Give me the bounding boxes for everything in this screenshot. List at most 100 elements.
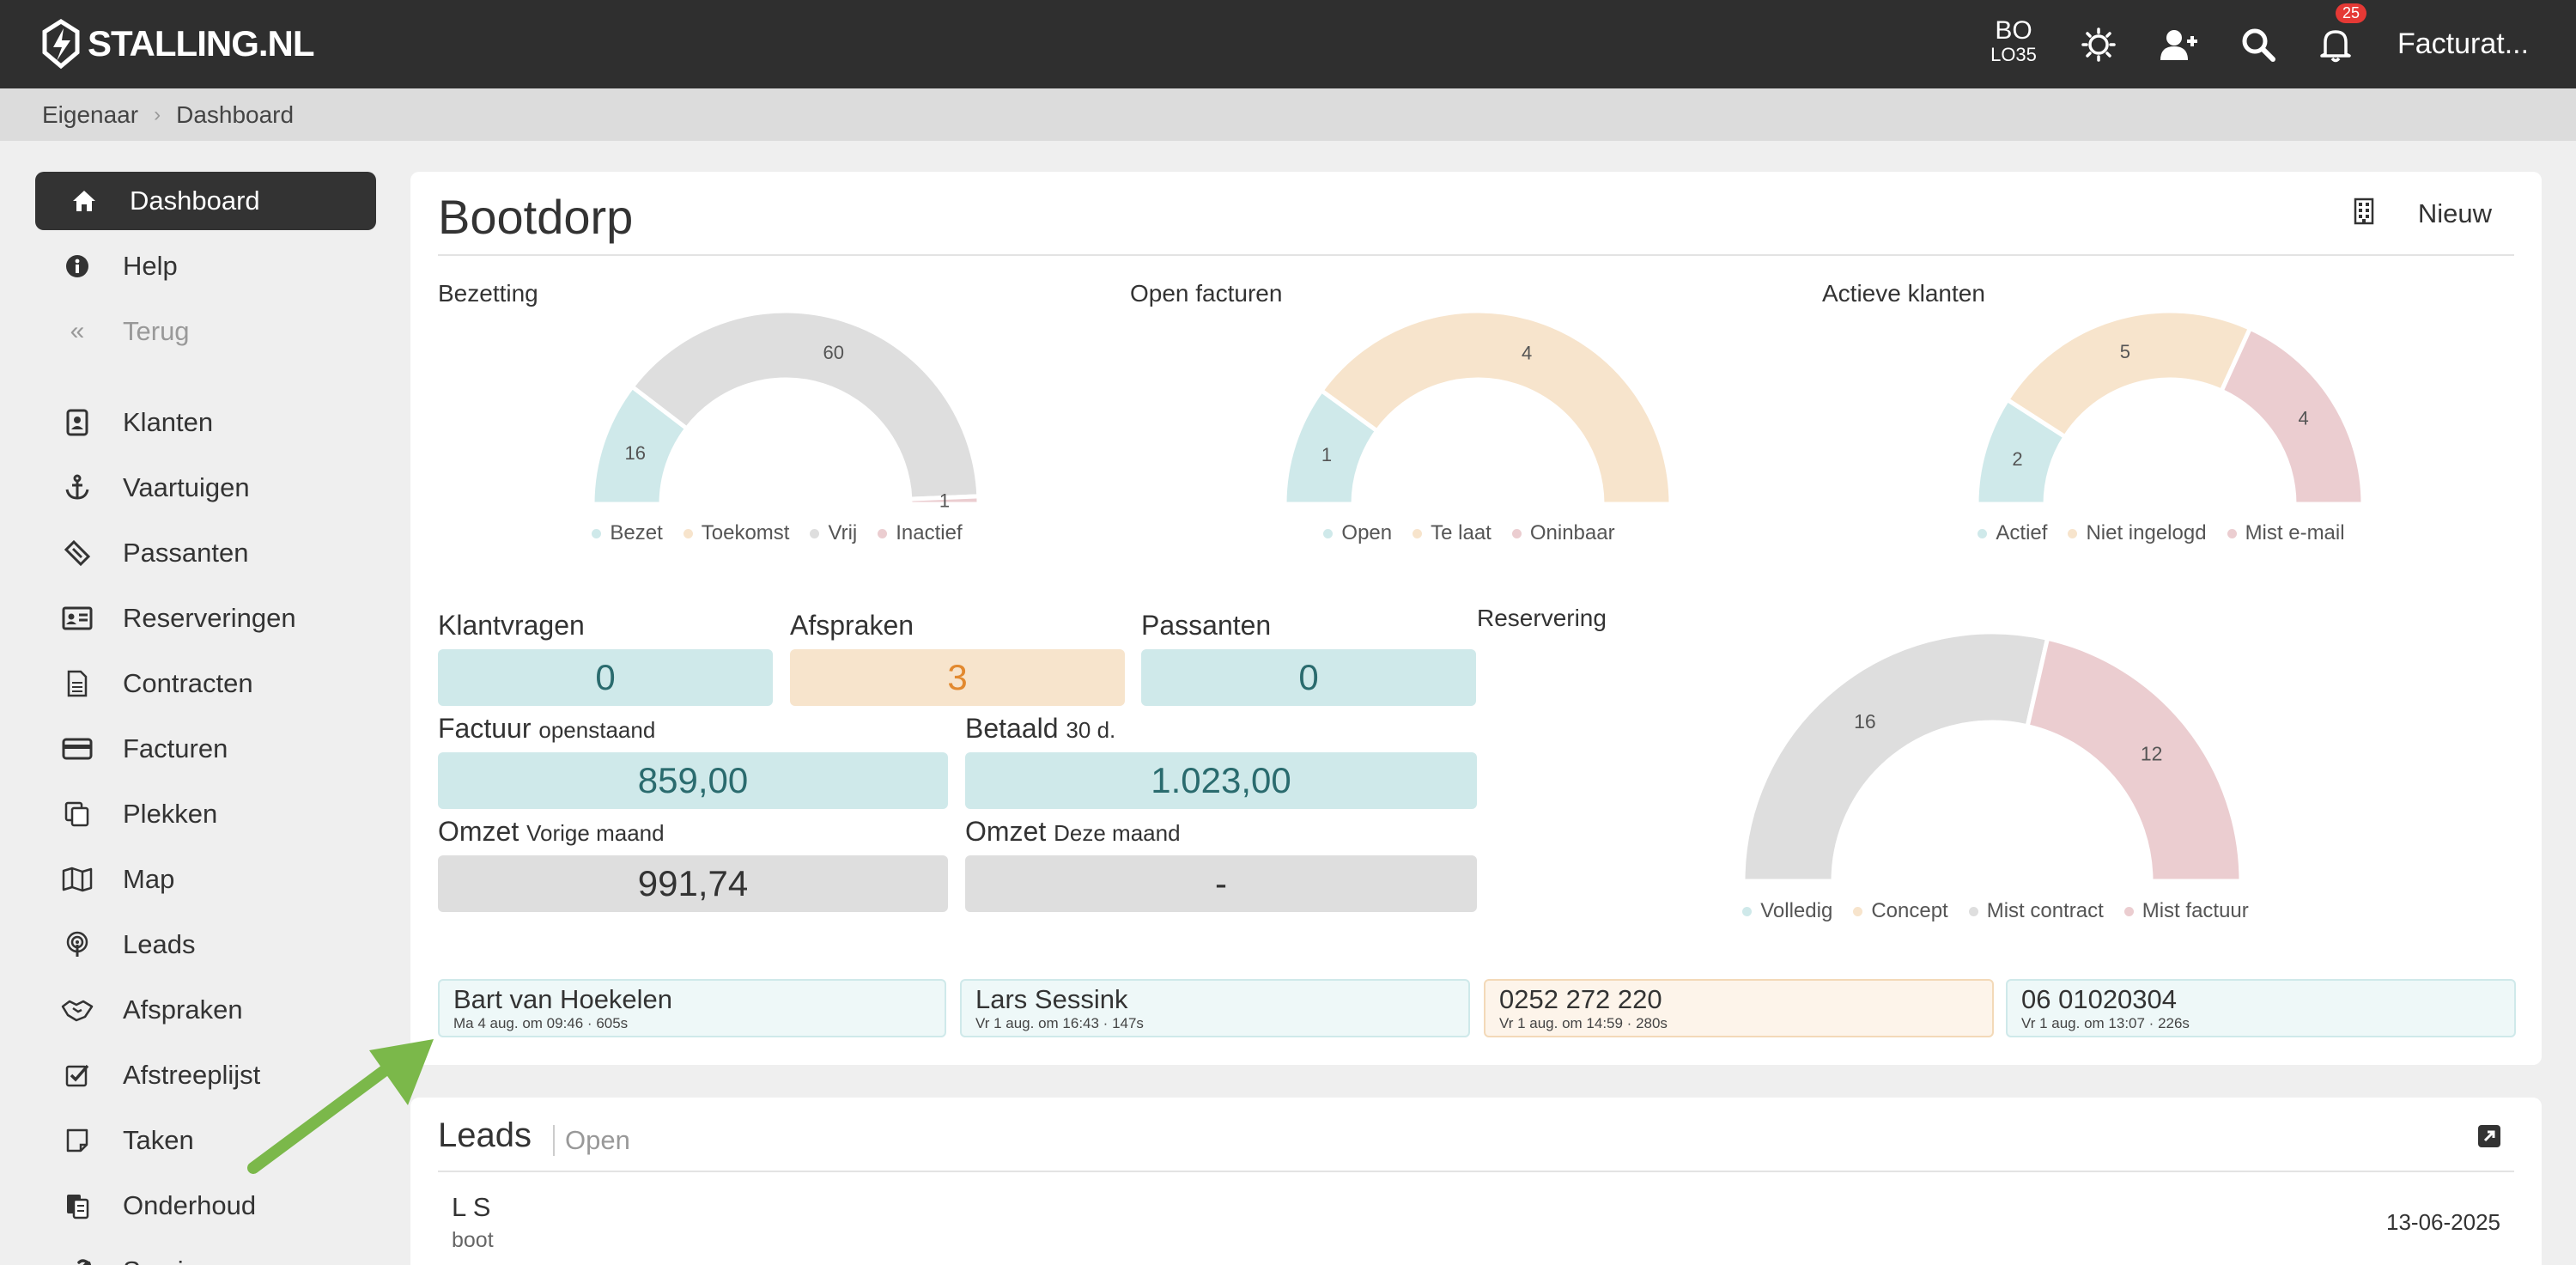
add-user-icon	[2160, 30, 2197, 60]
sidebar-item-afspraken[interactable]: Afspraken	[35, 981, 376, 1039]
gauge-label: Bezetting	[438, 280, 538, 307]
omzet-deze-sub: Deze maand	[1054, 820, 1181, 846]
sidebar-item-passanten[interactable]: Passanten	[35, 524, 376, 582]
factuur-value[interactable]: 859,00	[438, 752, 948, 809]
settings-button[interactable]	[2078, 24, 2119, 65]
legend-item[interactable]: Oninbaar	[1511, 521, 1615, 545]
sidebar-item-service[interactable]: Service	[35, 1242, 376, 1265]
legend-item[interactable]: Actief	[1978, 521, 2047, 545]
gauge-segment[interactable]	[2025, 636, 2244, 884]
legend-dot	[2068, 528, 2078, 538]
account-menu[interactable]: Facturat...	[2397, 27, 2530, 60]
gauge-chart: 16 60 1	[590, 311, 981, 512]
new-button[interactable]: Nieuw	[2417, 198, 2492, 228]
call-card[interactable]: 0252 272 220 Vr 1 aug. om 14:59 · 280s	[1484, 979, 1994, 1037]
double-chevron-left-icon: «	[70, 317, 85, 345]
logo[interactable]: STALLING.NL	[39, 17, 315, 70]
call-card[interactable]: 06 01020304 Vr 1 aug. om 13:07 · 226s	[2006, 979, 2516, 1037]
gauge-segment[interactable]	[908, 494, 981, 507]
betaald-value[interactable]: 1.023,00	[965, 752, 1477, 809]
breadcrumb-owner[interactable]: Eigenaar	[42, 100, 139, 128]
breadcrumb: Eigenaar › Dashboard	[0, 88, 2576, 141]
lead-sub: boot	[452, 1228, 494, 1252]
legend-item[interactable]: Toekomst	[683, 521, 789, 545]
external-link-icon[interactable]	[2476, 1123, 2502, 1153]
podcast-icon	[58, 925, 97, 964]
legend-item[interactable]: Mist e-mail	[2227, 521, 2345, 545]
sidebar-item-label: Dashboard	[130, 185, 260, 216]
chevron-right-icon: ›	[154, 102, 161, 126]
sidebar-item-help[interactable]: Help	[35, 237, 376, 295]
gauge-chart: 2 5 4	[1974, 311, 2366, 507]
legend-item[interactable]: Te laat	[1413, 521, 1492, 545]
legend-item[interactable]: Niet ingelogd	[2068, 521, 2207, 545]
gauge-actieve-klanten: Actieve klanten 2 5 4 Actief Niet ingelogd M…	[1822, 277, 2500, 560]
sidebar-item-leads[interactable]: Leads	[35, 915, 376, 974]
sidebar-item-reserveringen[interactable]: Reserveringen	[35, 589, 376, 648]
sidebar-item-plekken[interactable]: Plekken	[35, 785, 376, 843]
sidebar-item-label: Klanten	[123, 407, 214, 437]
gauge-segment[interactable]	[1318, 311, 1674, 507]
sidebar-item-label: Vaartuigen	[123, 472, 250, 502]
sidebar-item-contracten[interactable]: Contracten	[35, 654, 376, 713]
gauge-value-label: 12	[2141, 743, 2163, 765]
gauge-segment[interactable]	[629, 311, 981, 502]
lead-name[interactable]: L S	[452, 1192, 491, 1222]
omzet-vorig-sub: Vorige maand	[526, 820, 665, 846]
omzet-vorig-value[interactable]: 991,74	[438, 855, 948, 912]
betaald-sub: 30 d.	[1066, 717, 1116, 743]
harbor-switcher[interactable]: BO LO35	[1984, 17, 2044, 65]
legend-item[interactable]: Mist factuur	[2123, 899, 2249, 923]
sidebar-item-vaartuigen[interactable]: Vaartuigen	[35, 459, 376, 517]
legend-item[interactable]: Bezet	[592, 521, 663, 545]
legend-item[interactable]: Inactief	[878, 521, 963, 545]
gauge-label: Actieve klanten	[1822, 280, 1985, 307]
sidebar-item-afstreeplijst[interactable]: Afstreeplijst	[35, 1046, 376, 1104]
klantvragen-value[interactable]: 0	[438, 649, 773, 706]
sidebar-item-label: Terug	[123, 316, 190, 346]
gauge-segment[interactable]	[1741, 629, 2050, 884]
sidebar-item-taken[interactable]: Taken	[35, 1111, 376, 1170]
building-icon[interactable]	[2353, 198, 2375, 229]
afspraken-value[interactable]: 3	[790, 649, 1125, 706]
notifications-button[interactable]	[2315, 24, 2356, 65]
sidebar-item-onderhoud[interactable]: Onderhoud	[35, 1177, 376, 1235]
passanten-value[interactable]: 0	[1141, 649, 1476, 706]
gauge-segment[interactable]	[2218, 325, 2366, 507]
legend-item[interactable]: Concept	[1853, 899, 1948, 923]
credit-card-icon	[58, 729, 97, 769]
breadcrumb-dashboard[interactable]: Dashboard	[176, 100, 295, 128]
gauge-segment[interactable]	[2004, 311, 2253, 441]
gauge-value-label: 2	[2012, 448, 2022, 470]
call-card[interactable]: Bart van Hoekelen Ma 4 aug. om 09:46 · 6…	[438, 979, 946, 1037]
omzet-deze-value[interactable]: -	[965, 855, 1477, 912]
legend-dot	[1413, 528, 1423, 538]
gauge-legend: Bezet Toekomst Vrij Inactief	[438, 521, 1116, 545]
sidebar-item-back[interactable]: « Terug	[35, 302, 376, 361]
gauge-value-label: 1	[939, 490, 950, 512]
leads-title: Leads	[438, 1116, 532, 1154]
sidebar-item-label: Onderhoud	[123, 1190, 257, 1220]
search-button[interactable]	[2238, 24, 2279, 65]
legend-label: Mist e-mail	[2245, 521, 2345, 544]
legend-item[interactable]: Volledig	[1742, 899, 1832, 923]
legend-item[interactable]: Vrij	[810, 521, 857, 545]
add-user-button[interactable]	[2159, 24, 2200, 65]
sidebar-item-klanten[interactable]: Klanten	[35, 393, 376, 452]
legend-dot	[592, 528, 602, 538]
sidebar-item-map[interactable]: Map	[35, 850, 376, 909]
factuur-label: Factuur openstaand	[438, 713, 655, 745]
annotation-arrow-icon	[247, 1039, 434, 1174]
sidebar-item-label: Passanten	[123, 538, 249, 568]
divider	[438, 1171, 2514, 1172]
sidebar-item-dashboard[interactable]: Dashboard	[35, 172, 376, 230]
logo-text: STALLING.NL	[88, 23, 315, 64]
betaald-title: Betaald	[965, 713, 1059, 744]
sidebar-item-facturen[interactable]: Facturen	[35, 720, 376, 778]
call-card[interactable]: Lars Sessink Vr 1 aug. om 16:43 · 147s	[960, 979, 1470, 1037]
copy-icon	[58, 794, 97, 834]
legend-dot	[2123, 906, 2134, 916]
legend-item[interactable]: Open	[1323, 521, 1392, 545]
id-card-icon	[58, 599, 97, 638]
legend-item[interactable]: Mist contract	[1968, 899, 2104, 923]
